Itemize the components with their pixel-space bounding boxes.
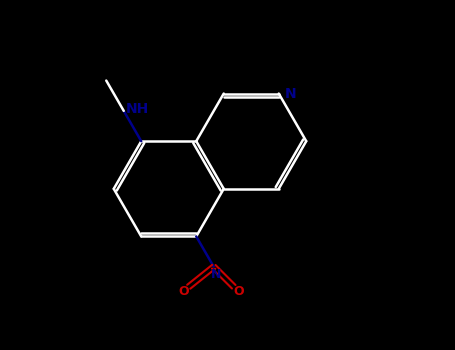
- Text: O: O: [233, 285, 244, 298]
- Text: N: N: [285, 86, 296, 100]
- Text: N: N: [211, 268, 221, 281]
- Text: NH: NH: [126, 102, 149, 116]
- Text: O: O: [178, 285, 189, 298]
